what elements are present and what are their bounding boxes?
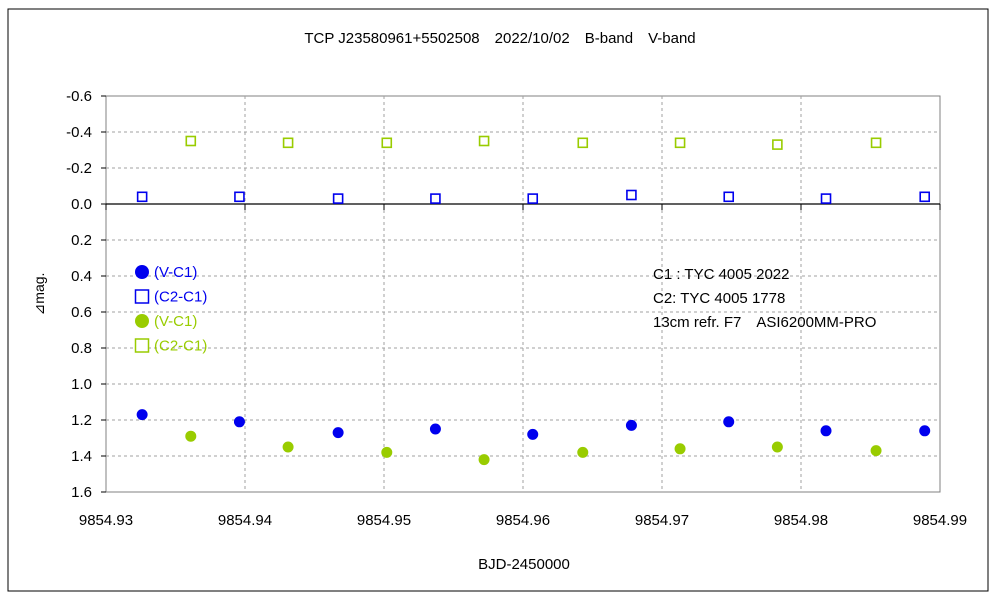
data-point (527, 193, 539, 204)
legend-label: (V-C1) (154, 264, 197, 281)
data-point (577, 446, 589, 458)
grid-layer (106, 96, 940, 492)
data-point (626, 189, 637, 201)
legend-marker (135, 265, 149, 279)
legend-marker (134, 338, 150, 353)
data-point (919, 191, 931, 203)
data-point (820, 193, 832, 204)
legend-item: (C2-C1) (134, 289, 207, 306)
axis-layer: -0.6 -0.4 -0.2 0.0 0.2 0.4 0.6 0.8 1.0 1.2 1.4 1.6 9… (66, 88, 967, 529)
chart-title: TCP J23580961+5502508 2022/10/02 B-band … (304, 30, 695, 47)
y-axis-label: ⊿mag. (31, 273, 47, 316)
data-point (233, 416, 245, 428)
y-tick-label: 0.0 (71, 196, 92, 213)
data-point (625, 419, 637, 431)
data-point (381, 446, 393, 458)
series-4 (185, 135, 882, 150)
y-tick-label: 0.8 (71, 340, 92, 357)
data-point (577, 137, 589, 149)
data-point (478, 454, 490, 466)
y-tick-label: 1.2 (71, 412, 92, 429)
data-point (820, 425, 832, 437)
x-tick-label: 9854.94 (218, 512, 272, 529)
annotation-line-2: C2: TYC 4005 1778 (653, 290, 785, 307)
y-tick-label: -0.4 (66, 124, 92, 141)
data-point (282, 137, 294, 149)
x-tick-label: 9854.96 (496, 512, 550, 529)
x-tick-label: 9854.95 (357, 512, 411, 529)
x-tick-label: 9854.98 (774, 512, 828, 529)
data-point (430, 193, 441, 204)
data-point (674, 137, 686, 149)
x-tick-label: 9854.99 (913, 512, 967, 529)
data-point (723, 191, 735, 203)
data-point (234, 191, 245, 203)
x-axis-label: BJD-2450000 (478, 556, 570, 573)
y-tick-label: -0.6 (66, 88, 92, 105)
annotation-line-1: C1 : TYC 4005 2022 (653, 266, 789, 283)
series-2 (136, 189, 931, 204)
legend-item: (C2-C1) (134, 338, 207, 355)
legend-marker (134, 289, 150, 304)
data-point (429, 423, 441, 435)
data-point (527, 428, 539, 440)
data-point (282, 441, 294, 453)
data-point (381, 137, 393, 149)
series-1 (136, 409, 931, 440)
data-point (136, 409, 148, 421)
y-tick-label: 0.6 (71, 304, 92, 321)
y-tick-label: 1.0 (71, 376, 92, 393)
y-tick-label: 1.4 (71, 448, 92, 465)
data-point (772, 139, 783, 150)
x-tick-label: 9854.97 (635, 512, 689, 529)
legend-label: (C2-C1) (154, 338, 207, 355)
x-tick-label: 9854.93 (79, 512, 133, 529)
annotation-line-3: 13cm refr. F7 ASI6200MM-PRO (653, 314, 876, 331)
data-point (870, 137, 882, 149)
legend-marker (135, 314, 149, 328)
y-tick-label: 1.6 (71, 484, 92, 501)
data-point (919, 425, 931, 437)
legend: (V-C1) (C2-C1) (V-C1) (C2-C1) (134, 264, 207, 355)
annotation-block: C1 : TYC 4005 2022 C2: TYC 4005 1778 13c… (653, 266, 876, 331)
legend-item: (V-C1) (135, 313, 197, 330)
data-point (332, 427, 344, 439)
data-point (674, 443, 686, 455)
data-point (332, 193, 344, 204)
marks-layer (136, 135, 931, 466)
legend-label: (C2-C1) (154, 289, 207, 306)
y-tick-label: -0.2 (66, 160, 92, 177)
series-3 (185, 430, 882, 466)
legend-label: (V-C1) (154, 313, 197, 330)
data-point (185, 430, 197, 442)
data-point (136, 191, 148, 203)
y-tick-label: 0.4 (71, 268, 92, 285)
data-point (185, 135, 197, 147)
legend-item: (V-C1) (135, 264, 197, 281)
data-point (478, 135, 490, 147)
data-point (723, 416, 735, 428)
data-point (771, 441, 783, 453)
y-tick-label: 0.2 (71, 232, 92, 249)
data-point (870, 445, 882, 457)
